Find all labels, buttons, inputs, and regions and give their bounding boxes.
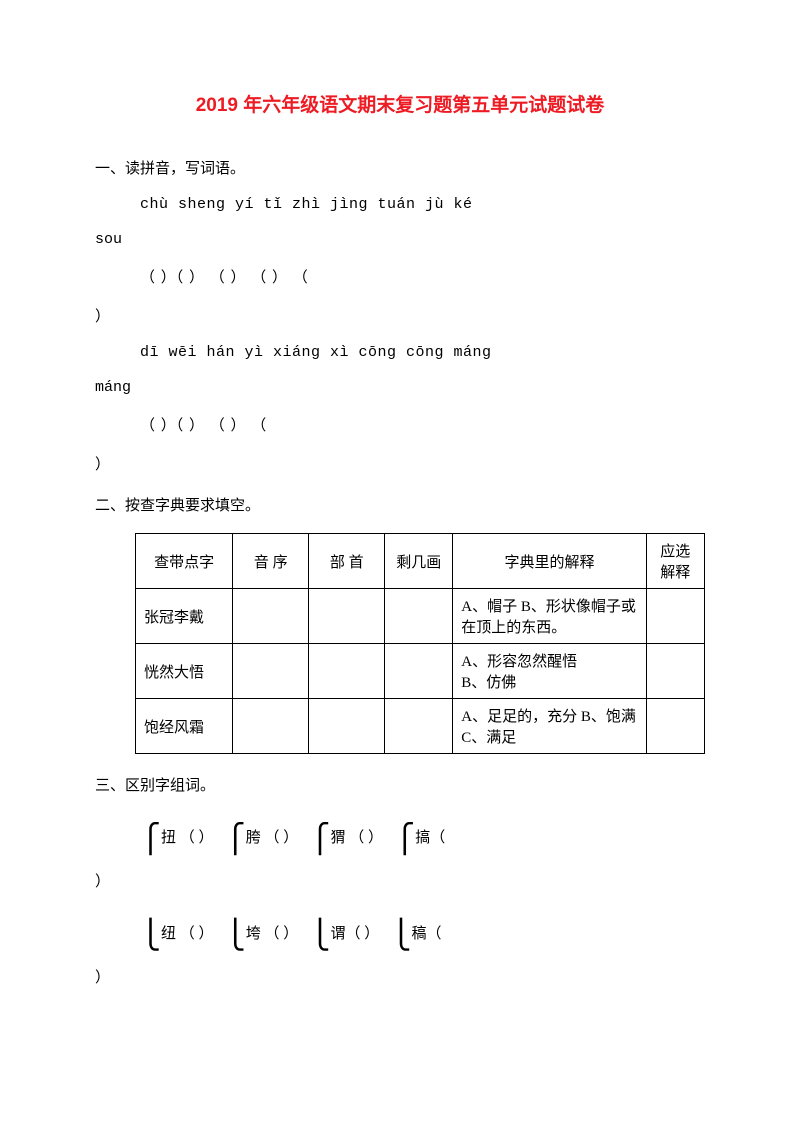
cell-blank xyxy=(233,699,309,754)
cell-blank xyxy=(309,699,385,754)
brace-row-1: ⎧扭 （ ） ⎧胯 （ ） ⎧猬 （ ） ⎧搞（ xyxy=(95,813,705,866)
group-text: 谓（ ） xyxy=(331,926,380,942)
table-header-row: 查带点字 音 序 部 首 剩几画 字典里的解释 应选解释 xyxy=(136,534,705,589)
th-yinxu: 音 序 xyxy=(233,534,309,589)
section2-heading: 二、按查字典要求填空。 xyxy=(95,494,705,515)
brace-row-2-tail: ） xyxy=(95,966,705,987)
cell-word: 恍然大悟 xyxy=(136,644,233,699)
page-title: 2019 年六年级语文期末复习题第五单元试题试卷 xyxy=(95,90,705,117)
pinyin-row-2: dī wēi hán yì xiáng xì cōng cōng máng xyxy=(95,344,705,361)
table-row: 张冠李戴 A、帽子 B、形状像帽子或在顶上的东西。 xyxy=(136,589,705,644)
pinyin-row-1-tail: sou xyxy=(95,231,705,248)
cell-blank xyxy=(309,589,385,644)
cell-expl: A、足足的，充分 B、饱满 C、满足 xyxy=(453,699,646,754)
cell-blank xyxy=(646,644,704,699)
paren-row-2-tail: ） xyxy=(95,453,705,474)
cell-blank xyxy=(646,589,704,644)
th-strokes: 剩几画 xyxy=(385,534,453,589)
cell-blank xyxy=(385,699,453,754)
cell-blank xyxy=(309,644,385,699)
th-expl: 字典里的解释 xyxy=(453,534,646,589)
cell-expl: A、帽子 B、形状像帽子或在顶上的东西。 xyxy=(453,589,646,644)
group-text: 搞（ xyxy=(415,830,445,846)
cell-expl: A、形容忽然醒悟 B、仿佛 xyxy=(453,644,646,699)
brace-icon: ⎩ xyxy=(140,909,161,962)
pinyin-row-2-tail: máng xyxy=(95,379,705,396)
group-text: 垮 （ ） xyxy=(246,926,299,942)
paren-row-1-tail: ） xyxy=(95,305,705,326)
dictionary-table: 查带点字 音 序 部 首 剩几画 字典里的解释 应选解释 张冠李戴 A、帽子 B… xyxy=(135,533,705,754)
brace-icon: ⎩ xyxy=(225,909,246,962)
cell-blank xyxy=(233,589,309,644)
group-text: 纽 （ ） xyxy=(161,926,214,942)
cell-blank xyxy=(385,644,453,699)
cell-blank xyxy=(233,644,309,699)
brace-icon: ⎧ xyxy=(310,813,331,866)
brace-icon: ⎧ xyxy=(140,813,161,866)
paren-row-2: （ ）（ ） （ ） （ xyxy=(95,414,705,435)
brace-icon: ⎧ xyxy=(225,813,246,866)
table-row: 饱经风霜 A、足足的，充分 B、饱满 C、满足 xyxy=(136,699,705,754)
group-text: 扭 （ ） xyxy=(161,830,214,846)
brace-icon: ⎧ xyxy=(394,813,415,866)
brace-row-1-tail: ） xyxy=(95,870,705,891)
group-text: 猬 （ ） xyxy=(331,830,384,846)
table-row: 恍然大悟 A、形容忽然醒悟 B、仿佛 xyxy=(136,644,705,699)
section1-heading: 一、读拼音，写词语。 xyxy=(95,157,705,178)
th-word: 查带点字 xyxy=(136,534,233,589)
th-choice: 应选解释 xyxy=(646,534,704,589)
paren-row-1: （ ）（ ） （ ） （ ） （ xyxy=(95,266,705,287)
section3-heading: 三、区别字组词。 xyxy=(95,774,705,795)
th-bushou: 部 首 xyxy=(309,534,385,589)
group-text: 稿（ xyxy=(412,926,442,942)
pinyin-row-1: chù sheng yí tǐ zhì jìng tuán jù ké xyxy=(95,196,705,213)
brace-icon: ⎩ xyxy=(391,909,412,962)
cell-word: 饱经风霜 xyxy=(136,699,233,754)
group-text: 胯 （ ） xyxy=(246,830,299,846)
cell-blank xyxy=(385,589,453,644)
cell-blank xyxy=(646,699,704,754)
cell-word: 张冠李戴 xyxy=(136,589,233,644)
brace-icon: ⎩ xyxy=(310,909,331,962)
brace-row-2: ⎩纽 （ ） ⎩垮 （ ） ⎩谓（ ） ⎩稿（ xyxy=(95,909,705,962)
